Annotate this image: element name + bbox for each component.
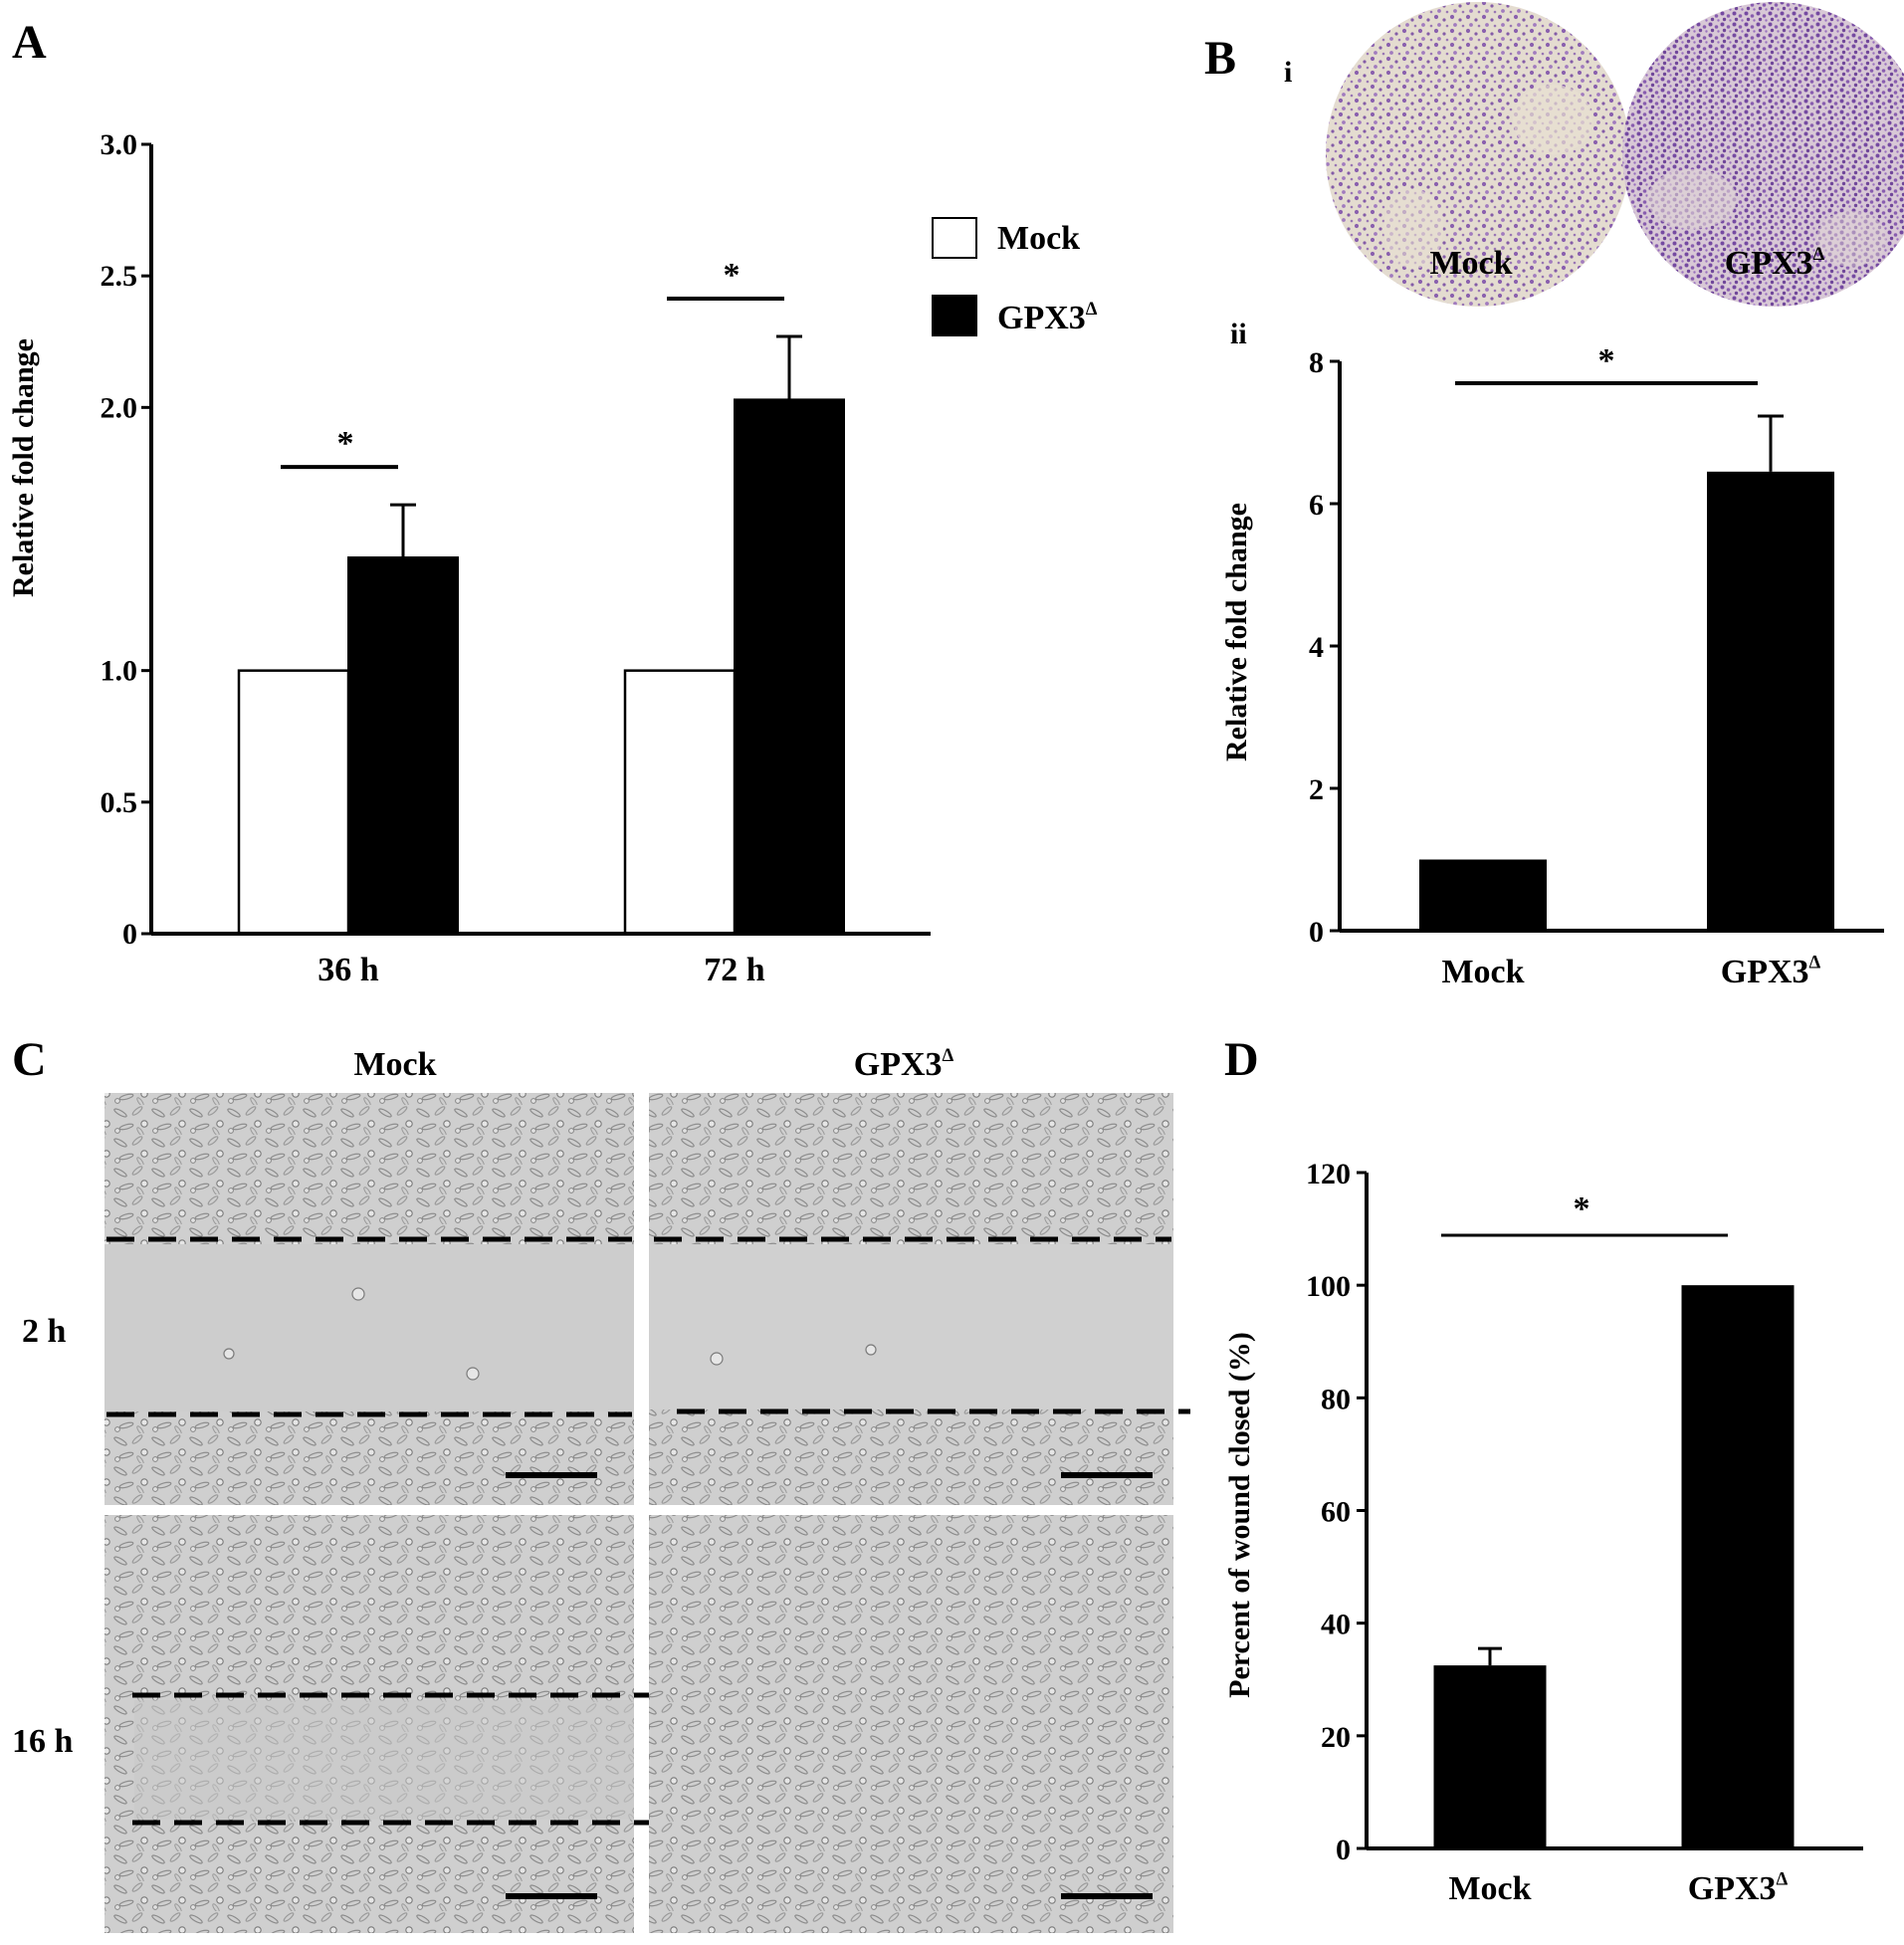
chart-b-ylabel: Relative fold change — [1220, 503, 1253, 761]
y-tick-label: 3.0 — [101, 128, 138, 161]
y-tick-label: 0 — [122, 918, 137, 951]
legend-swatch-mock — [932, 217, 977, 259]
y-tick-label: 4 — [1309, 631, 1324, 664]
y-tick-label: 8 — [1309, 346, 1324, 379]
chart-d-ylabel: Percent of wound closed (%) — [1223, 1332, 1256, 1698]
significance-star: * — [1598, 342, 1615, 379]
significance-star: * — [1574, 1190, 1590, 1227]
bar-mock — [623, 669, 737, 936]
y-tick-label: 0 — [1336, 1834, 1351, 1866]
chart-d: * Mock GPX3Δ 0 20 40 60 80 100 120 — [1306, 1158, 1863, 1907]
y-tick-label: 1.0 — [101, 655, 138, 688]
y-tick-label: 0 — [1309, 916, 1324, 949]
panel-b-sub-ii: ii — [1230, 318, 1247, 350]
dish-image-gpx3: GPX3Δ — [1622, 2, 1904, 307]
panel-label-d: D — [1224, 1033, 1259, 1086]
y-tick-label: 2.0 — [101, 391, 138, 424]
y-tick-label: 2.5 — [101, 260, 138, 293]
micrograph-gpx3-2h — [649, 1093, 1190, 1505]
row-header-2h: 2 h — [22, 1313, 67, 1350]
bar — [1707, 471, 1834, 931]
panel-b: B i Mock GPX3Δ ii * Mock GPX3Δ 0 2 4 6 8 Relat… — [1204, 2, 1904, 990]
bar-gpx3 — [347, 556, 459, 936]
bar-gpx3 — [734, 398, 845, 935]
bar — [1419, 859, 1547, 931]
panel-label-a: A — [12, 16, 47, 69]
y-tick-label: 6 — [1309, 489, 1324, 522]
dish-image-mock: Mock — [1326, 2, 1630, 307]
panel-label-b: B — [1204, 32, 1236, 85]
y-tick-label: 20 — [1321, 1721, 1351, 1754]
x-tick-label: GPX3Δ — [1688, 1869, 1789, 1907]
col-header-mock: Mock — [353, 1046, 436, 1083]
y-tick-label: 80 — [1321, 1383, 1351, 1415]
x-tick-label: GPX3Δ — [1721, 953, 1821, 990]
y-tick-label: 0.5 — [101, 786, 138, 819]
micrograph-gpx3-16h — [649, 1515, 1173, 1933]
x-tick-label: Mock — [1448, 1870, 1531, 1907]
col-header-gpx3: GPX3Δ — [854, 1045, 954, 1083]
chart-a-legend: Mock GPX3Δ — [932, 217, 1098, 336]
y-tick-label: 120 — [1306, 1158, 1351, 1190]
chart-a-ylabel: Relative fold change — [7, 338, 40, 597]
panel-d: D * Mock GPX3Δ 0 20 40 60 80 100 120 Percent of … — [1223, 1033, 1863, 1907]
panel-label-c: C — [12, 1033, 47, 1086]
panel-c: C Mock GPX3Δ 2 h 16 h — [12, 1033, 1190, 1933]
panel-a: A * * 36 h 72 h 0 0.5 1.0 2.0 2.5 3.0 Relative f… — [7, 16, 1098, 988]
bar-mock — [237, 669, 350, 936]
legend-label-gpx3: GPX3Δ — [997, 299, 1098, 336]
y-tick-label: 60 — [1321, 1496, 1351, 1529]
y-tick-label: 100 — [1306, 1270, 1351, 1303]
y-tick-label: 2 — [1309, 773, 1324, 806]
significance-star: * — [724, 257, 740, 294]
micrograph-mock-16h — [105, 1515, 652, 1933]
row-header-16h: 16 h — [12, 1723, 74, 1760]
bar — [1681, 1285, 1795, 1848]
chart-b: * Mock GPX3Δ 0 2 4 6 8 — [1309, 342, 1884, 990]
legend-label-mock: Mock — [997, 220, 1080, 257]
x-tick-label: 72 h — [704, 952, 765, 988]
bar — [1433, 1665, 1547, 1848]
panel-b-sub-i: i — [1284, 56, 1292, 89]
micrograph-mock-2h — [105, 1093, 634, 1505]
dish-label-gpx3: GPX3Δ — [1725, 244, 1825, 282]
x-tick-label: Mock — [1441, 954, 1524, 990]
y-tick-label: 40 — [1321, 1609, 1351, 1641]
chart-a: * * 36 h 72 h 0 0.5 1.0 2.0 2.5 3.0 — [101, 128, 931, 988]
dish-label-mock: Mock — [1429, 245, 1512, 282]
legend-swatch-gpx3 — [932, 295, 977, 336]
significance-star: * — [337, 425, 354, 462]
x-tick-label: 36 h — [317, 952, 379, 988]
